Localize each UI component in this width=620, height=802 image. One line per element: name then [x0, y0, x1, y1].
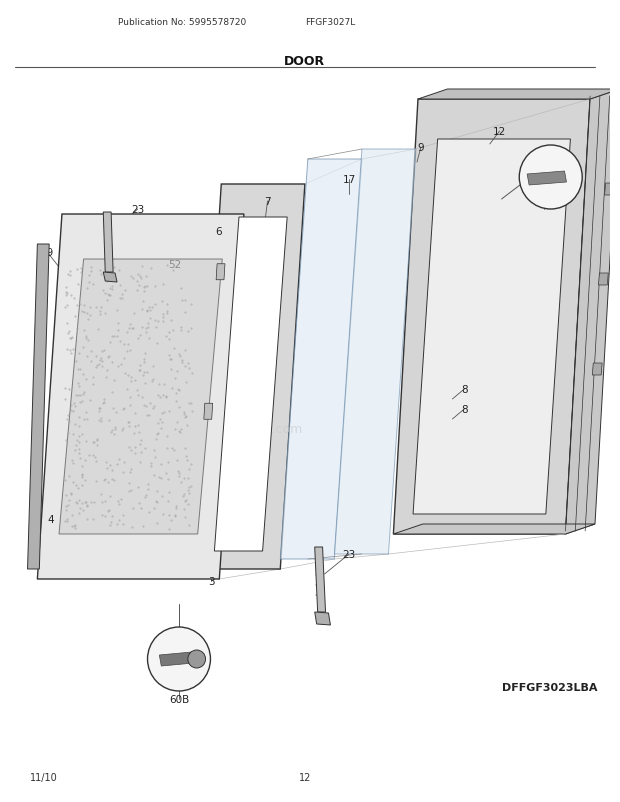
Text: 23: 23 — [131, 205, 144, 215]
Text: 60B: 60B — [169, 695, 189, 704]
Circle shape — [148, 627, 210, 691]
Text: 23: 23 — [342, 549, 356, 559]
Polygon shape — [334, 150, 416, 554]
Text: Publication No: 5995578720: Publication No: 5995578720 — [118, 18, 246, 27]
Text: 6: 6 — [215, 227, 221, 237]
Polygon shape — [216, 265, 225, 281]
Polygon shape — [604, 184, 614, 196]
Polygon shape — [418, 90, 619, 100]
Polygon shape — [27, 245, 49, 569]
Polygon shape — [59, 260, 222, 534]
Text: 10: 10 — [538, 190, 551, 200]
Text: 11/10: 11/10 — [30, 772, 57, 782]
Circle shape — [520, 146, 582, 210]
Circle shape — [188, 650, 206, 668]
Text: 8: 8 — [461, 404, 467, 415]
Polygon shape — [598, 273, 608, 286]
Text: 4: 4 — [48, 514, 55, 525]
Polygon shape — [280, 160, 362, 559]
Polygon shape — [592, 363, 602, 375]
Polygon shape — [565, 90, 619, 534]
Polygon shape — [413, 140, 570, 514]
Text: 12: 12 — [299, 772, 311, 782]
Polygon shape — [104, 213, 113, 273]
Polygon shape — [393, 525, 595, 534]
Polygon shape — [159, 652, 193, 666]
Polygon shape — [527, 172, 567, 186]
Text: 12: 12 — [493, 127, 506, 137]
Text: FFGF3027L: FFGF3027L — [305, 18, 355, 27]
Text: DFFGF3023LBA: DFFGF3023LBA — [502, 683, 597, 692]
Text: DOOR: DOOR — [285, 55, 326, 68]
Text: 52: 52 — [169, 260, 182, 269]
Text: 7: 7 — [264, 196, 271, 207]
Polygon shape — [197, 184, 305, 569]
Polygon shape — [104, 273, 117, 282]
Polygon shape — [315, 612, 330, 626]
Text: 9: 9 — [418, 143, 424, 153]
Polygon shape — [315, 547, 326, 612]
Polygon shape — [393, 100, 590, 534]
Text: 3: 3 — [208, 577, 215, 586]
Text: 17: 17 — [342, 175, 356, 184]
Text: eReplacementParts.com: eReplacementParts.com — [150, 423, 303, 436]
Text: 39: 39 — [40, 248, 54, 257]
Polygon shape — [37, 215, 244, 579]
Polygon shape — [215, 217, 287, 551]
Polygon shape — [204, 403, 213, 419]
Text: 8: 8 — [461, 384, 467, 395]
